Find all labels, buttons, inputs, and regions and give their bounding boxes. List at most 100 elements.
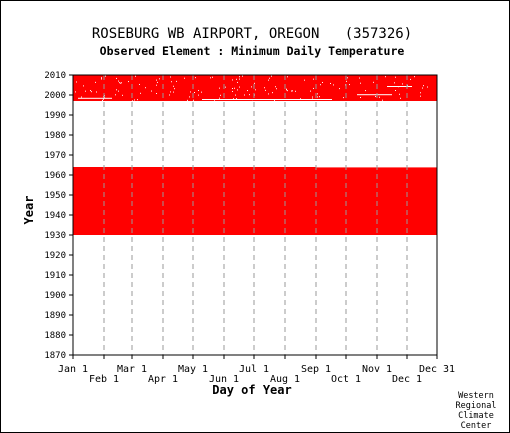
missing-day-mark	[317, 93, 318, 95]
missing-day-mark	[310, 90, 311, 92]
missing-day-mark	[359, 77, 360, 79]
missing-day-mark	[219, 87, 220, 89]
missing-day-mark	[83, 85, 84, 87]
missing-day-mark	[137, 99, 138, 101]
y-tick-label: 1960	[44, 171, 66, 181]
missing-day-mark	[116, 89, 117, 91]
missing-day-mark	[232, 79, 233, 81]
y-tick-label: 1990	[44, 111, 66, 121]
missing-day-mark	[214, 99, 215, 101]
missing-day-mark	[286, 89, 287, 91]
missing-day-mark	[234, 87, 235, 89]
missing-day-mark	[239, 78, 240, 80]
data-period-block	[73, 167, 316, 235]
missing-day-mark	[313, 87, 314, 89]
missing-day-mark	[268, 93, 269, 95]
missing-day-mark	[239, 76, 240, 78]
missing-day-mark	[239, 86, 240, 88]
missing-day-mark	[159, 78, 160, 80]
credit-line: Climate	[458, 411, 494, 421]
missing-day-mark	[247, 90, 248, 92]
missing-day-mark	[219, 97, 220, 99]
missing-day-mark	[275, 86, 276, 88]
missing-day-mark	[76, 81, 77, 83]
missing-day-mark	[292, 90, 293, 92]
missing-day-mark	[91, 91, 92, 93]
missing-day-mark	[249, 94, 250, 96]
missing-run-mark	[78, 97, 112, 99]
missing-day-mark	[287, 90, 288, 92]
missing-day-mark	[237, 89, 238, 91]
missing-run-mark	[387, 86, 412, 87]
missing-day-mark	[312, 98, 313, 100]
y-tick-label: 1910	[44, 271, 66, 281]
y-tick-label: 1930	[44, 231, 66, 241]
missing-day-mark	[399, 93, 400, 95]
missing-day-mark	[81, 96, 82, 98]
missing-day-mark	[232, 88, 233, 90]
missing-day-mark	[189, 96, 190, 98]
data-period-block	[73, 75, 437, 101]
x-tick-label: Dec 1	[392, 374, 422, 385]
missing-day-mark	[176, 80, 177, 82]
missing-day-mark	[156, 92, 157, 94]
missing-day-mark	[330, 82, 331, 84]
missing-day-mark	[291, 90, 292, 92]
missing-day-mark	[265, 89, 266, 91]
missing-day-mark	[420, 95, 421, 97]
missing-day-mark	[169, 94, 170, 96]
missing-day-mark	[360, 96, 361, 98]
missing-day-mark	[173, 85, 174, 87]
x-axis-label: Day of Year	[212, 383, 291, 397]
missing-day-mark	[171, 81, 172, 83]
missing-day-mark	[232, 90, 233, 92]
missing-day-mark	[105, 75, 106, 77]
missing-day-mark	[402, 83, 403, 85]
missing-day-mark	[304, 79, 305, 81]
chart-subtitle: Observed Element : Minimum Daily Tempera…	[100, 44, 405, 58]
missing-day-mark	[170, 76, 171, 78]
y-tick-label: 2000	[44, 91, 66, 101]
missing-day-mark	[194, 92, 195, 94]
missing-day-mark	[220, 94, 221, 96]
missing-day-mark	[379, 96, 380, 98]
x-tick-label: Nov 1	[362, 364, 392, 375]
missing-day-mark	[237, 81, 238, 83]
missing-run-mark	[202, 99, 272, 100]
missing-day-mark	[90, 90, 91, 92]
x-tick-label: Oct 1	[331, 374, 361, 385]
x-tick-label: Aug 1	[270, 374, 300, 385]
missing-day-mark	[319, 96, 320, 98]
missing-day-mark	[346, 80, 347, 82]
y-tick-label: 1970	[44, 151, 66, 161]
missing-day-mark	[395, 76, 396, 78]
missing-day-mark	[236, 78, 237, 80]
missing-day-mark	[254, 82, 255, 84]
missing-day-mark	[235, 94, 236, 96]
missing-day-mark	[115, 94, 116, 96]
missing-day-mark	[157, 81, 158, 83]
x-tick-label: Apr 1	[148, 374, 178, 385]
missing-day-mark	[101, 77, 102, 79]
y-tick-label: 1980	[44, 131, 66, 141]
missing-day-mark	[286, 88, 287, 90]
missing-day-mark	[375, 95, 376, 97]
missing-day-mark	[251, 86, 252, 88]
missing-day-mark	[395, 90, 396, 92]
missing-day-mark	[103, 98, 104, 100]
missing-day-mark	[173, 91, 174, 93]
missing-day-mark	[210, 77, 211, 79]
missing-day-mark	[312, 96, 313, 98]
missing-day-mark	[174, 88, 175, 90]
y-axis-label: Year	[22, 196, 36, 225]
missing-day-mark	[135, 75, 136, 77]
missing-day-mark	[118, 90, 119, 92]
missing-day-mark	[187, 99, 188, 101]
missing-day-mark	[145, 87, 146, 89]
missing-day-mark	[422, 87, 423, 89]
missing-day-mark	[274, 99, 275, 101]
missing-day-mark	[198, 89, 199, 91]
missing-day-mark	[242, 75, 243, 77]
missing-day-mark	[156, 84, 157, 86]
missing-day-mark	[134, 99, 135, 101]
